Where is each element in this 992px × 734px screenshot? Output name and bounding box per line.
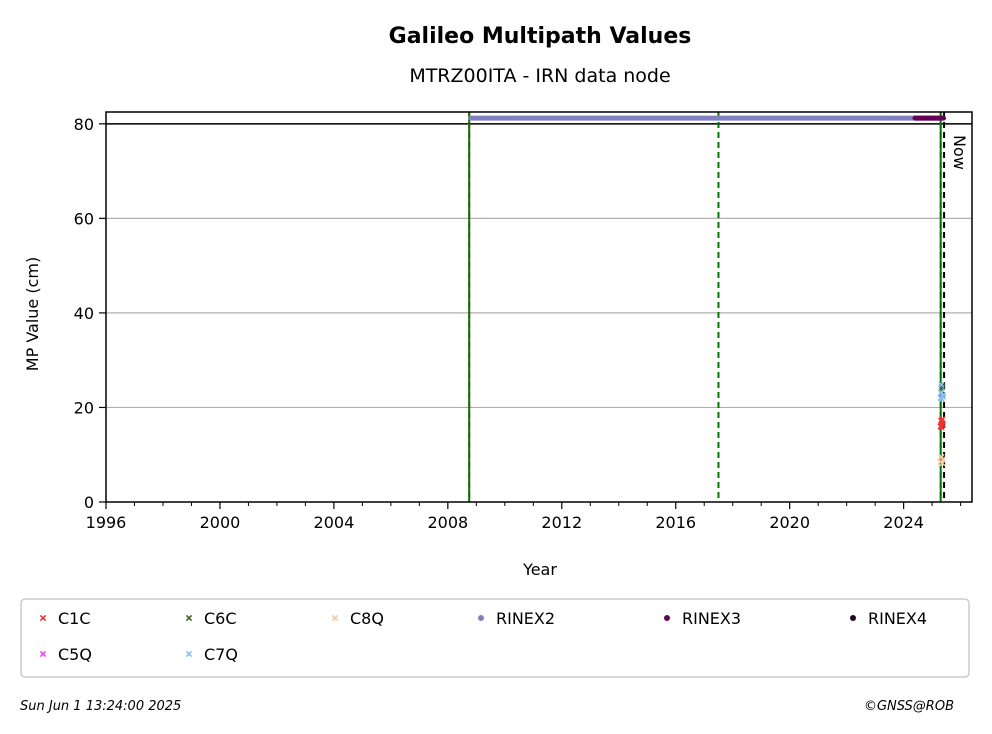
plot-frame bbox=[105, 111, 973, 503]
x-tick-label: 2000 bbox=[200, 513, 241, 532]
grid-lines bbox=[106, 123, 972, 409]
x-marker-stroke bbox=[39, 614, 47, 622]
y-axis-label: MP Value (cm) bbox=[23, 257, 42, 371]
x-marker bbox=[939, 416, 946, 423]
legend-item-c1c: C1C bbox=[39, 609, 91, 628]
x-marker-stroke bbox=[185, 614, 193, 622]
legend-marker bbox=[850, 615, 856, 621]
y-tick-label: 60 bbox=[74, 209, 94, 228]
y-tick-label: 40 bbox=[74, 304, 94, 323]
x-marker bbox=[939, 393, 947, 400]
x-marker-stroke bbox=[938, 381, 945, 388]
y-tick-label: 20 bbox=[74, 398, 94, 417]
legend-label: C6C bbox=[204, 609, 237, 628]
now-label: Now bbox=[950, 135, 969, 170]
axes: 1996 2000 2004 2008 2012 2016 2020 2024 0 20 40 60 8… bbox=[74, 111, 973, 532]
x-marker-stroke bbox=[939, 393, 947, 400]
legend-item-rinex3: RINEX3 bbox=[664, 609, 741, 628]
legend-label: RINEX2 bbox=[496, 609, 555, 628]
x-tick-label: 2020 bbox=[769, 513, 810, 532]
legend-marker bbox=[478, 615, 484, 621]
x-axis-label: Year bbox=[522, 560, 557, 579]
footer-timestamp: Sun Jun 1 13:24:00 2025 bbox=[20, 699, 181, 714]
chart-subtitle: MTRZ00ITA - IRN data node bbox=[409, 65, 670, 87]
y-tick-label: 0 bbox=[84, 493, 94, 512]
legend-label: RINEX3 bbox=[682, 609, 741, 628]
y-tick-label: 80 bbox=[74, 115, 94, 134]
x-marker bbox=[331, 614, 339, 622]
legend-item-c7q: C7Q bbox=[185, 645, 238, 664]
chart-title: Galileo Multipath Values bbox=[389, 24, 692, 49]
series-c7q bbox=[937, 381, 947, 403]
x-marker bbox=[39, 614, 47, 622]
event-lines bbox=[468, 112, 946, 502]
x-marker bbox=[185, 650, 193, 658]
x-marker bbox=[938, 381, 945, 388]
x-tick-label: 2012 bbox=[541, 513, 582, 532]
legend-label: C1C bbox=[58, 609, 91, 628]
x-marker-stroke bbox=[39, 650, 47, 658]
legend-label: C7Q bbox=[204, 645, 238, 664]
legend-label: C5Q bbox=[58, 645, 92, 664]
legend-item-rinex4: RINEX4 bbox=[850, 609, 927, 628]
legend-item-c8q: C8Q bbox=[331, 609, 384, 628]
legend-item-c6c: C6C bbox=[185, 609, 237, 628]
x-tick-label: 2016 bbox=[655, 513, 696, 532]
x-marker bbox=[185, 614, 193, 622]
x-tick-label: 2004 bbox=[314, 513, 355, 532]
x-marker-stroke bbox=[938, 389, 945, 396]
x-marker-stroke bbox=[938, 424, 945, 431]
x-marker bbox=[938, 424, 945, 431]
legend-label: C8Q bbox=[350, 609, 384, 628]
footer-credit: ©GNSS@ROB bbox=[864, 699, 954, 714]
x-marker-stroke bbox=[939, 456, 947, 463]
x-tick-label: 1996 bbox=[86, 513, 127, 532]
x-marker bbox=[39, 650, 47, 658]
series-c8q bbox=[937, 453, 947, 467]
legend-label: RINEX4 bbox=[868, 609, 927, 628]
x-marker-stroke bbox=[185, 650, 193, 658]
x-marker-stroke bbox=[939, 416, 946, 423]
legend-frame bbox=[20, 598, 970, 678]
x-marker bbox=[939, 456, 947, 463]
x-marker-stroke bbox=[331, 614, 339, 622]
legend: C1C C6C C8Q RINEX2 RINEX3 RINEX4 C5Q C7Q bbox=[20, 598, 970, 678]
series-c1c bbox=[937, 416, 947, 431]
x-tick-label: 2024 bbox=[883, 513, 924, 532]
legend-marker bbox=[664, 615, 670, 621]
x-tick-label: 2008 bbox=[427, 513, 468, 532]
legend-item-c5q: C5Q bbox=[39, 645, 92, 664]
data-points bbox=[468, 115, 947, 467]
legend-item-rinex2: RINEX2 bbox=[478, 609, 555, 628]
